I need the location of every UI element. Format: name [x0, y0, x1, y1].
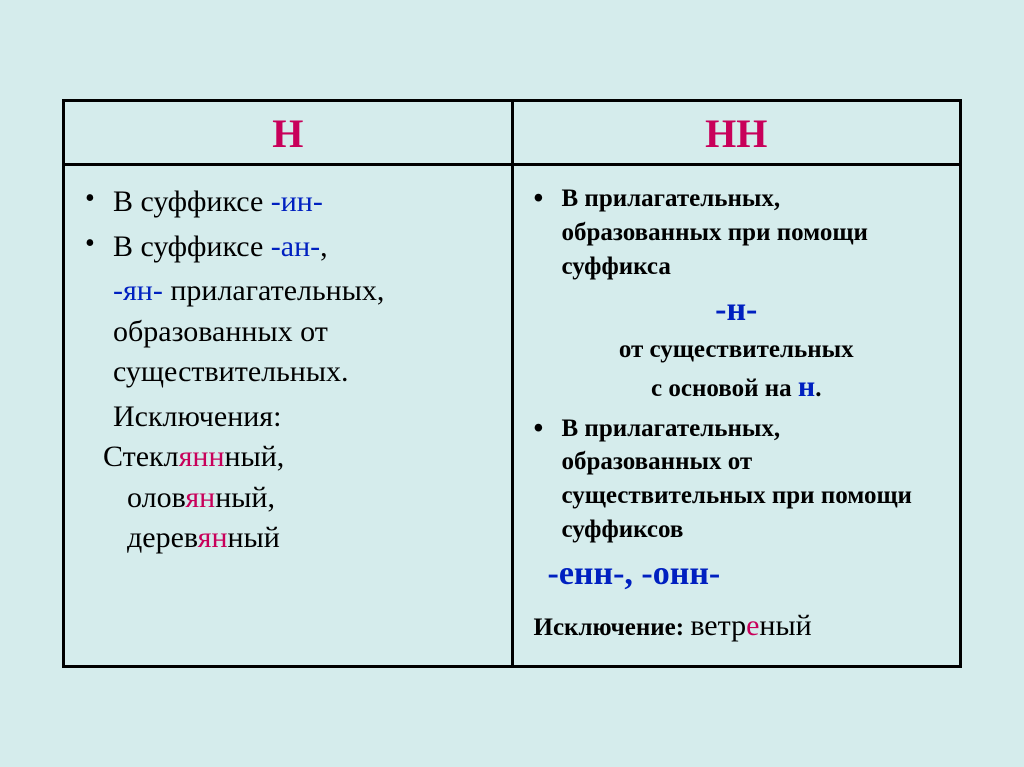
yan-block: -ян- прилагательных, образованных от сущ…	[113, 271, 491, 393]
vetr-end: ный	[759, 609, 811, 642]
b1-sfx: -ин-	[271, 185, 323, 218]
right-bullet-2: В прилагательных, образованных от сущест…	[534, 412, 940, 547]
word-2: оловянный,	[127, 478, 491, 519]
rules-table: Н НН В суффиксе -ин- В суффиксе -ан-, -я…	[62, 99, 962, 668]
base-on-pre: с основой на	[651, 375, 798, 402]
b2-sfx: -ан-	[271, 230, 320, 263]
right-column: В прилагательных, образованных при помощ…	[512, 165, 961, 667]
w1-pre: Стекл	[103, 440, 179, 473]
b1-pre: В суффиксе	[113, 185, 271, 218]
b2-pre: В суффиксе	[113, 230, 271, 263]
from-noun: от существительных	[534, 333, 940, 367]
left-bullet-2: В суффиксе -ан-,	[85, 227, 491, 268]
w1-mid: янн	[179, 440, 225, 473]
base-dot: .	[815, 375, 821, 402]
right-bullet-1: В прилагательных, образованных при помощ…	[534, 182, 940, 283]
header-left: Н	[64, 101, 513, 165]
w3-mid: ян	[198, 521, 228, 554]
w2-mid: ян	[185, 481, 215, 514]
vetr-pre: ветр	[690, 609, 746, 642]
w1-comma: ,	[277, 440, 285, 473]
enn-onn: -енн-, -онн-	[548, 551, 940, 597]
yan-sfx: -ян-	[113, 274, 163, 307]
left-bullet-1: В суффиксе -ин-	[85, 182, 491, 223]
word-1: Стекляннный,	[103, 437, 491, 478]
w3-end: ный	[228, 521, 280, 554]
base-n: н	[798, 370, 815, 403]
w1-end: ный	[225, 440, 277, 473]
w2-pre: олов	[127, 481, 185, 514]
w3-pre: дерев	[127, 521, 198, 554]
vetr-mid: е	[746, 609, 759, 642]
header-right-text: НН	[705, 111, 767, 156]
base-on-line: с основой на н.	[534, 367, 940, 408]
right-excl-label: Исключение:	[534, 614, 691, 641]
word-3: деревянный	[127, 518, 491, 559]
right-exception-line: Исключение: ветреный	[534, 606, 940, 647]
header-right: НН	[512, 101, 961, 165]
left-column: В суффиксе -ин- В суффиксе -ан-, -ян- пр…	[64, 165, 513, 667]
left-exceptions-label: Исключения:	[113, 397, 491, 438]
w2-comma: ,	[267, 481, 275, 514]
n-suffix: -н-	[534, 287, 940, 333]
b2-comma: ,	[320, 230, 328, 263]
header-left-text: Н	[272, 111, 303, 156]
w2-end: ный	[215, 481, 267, 514]
